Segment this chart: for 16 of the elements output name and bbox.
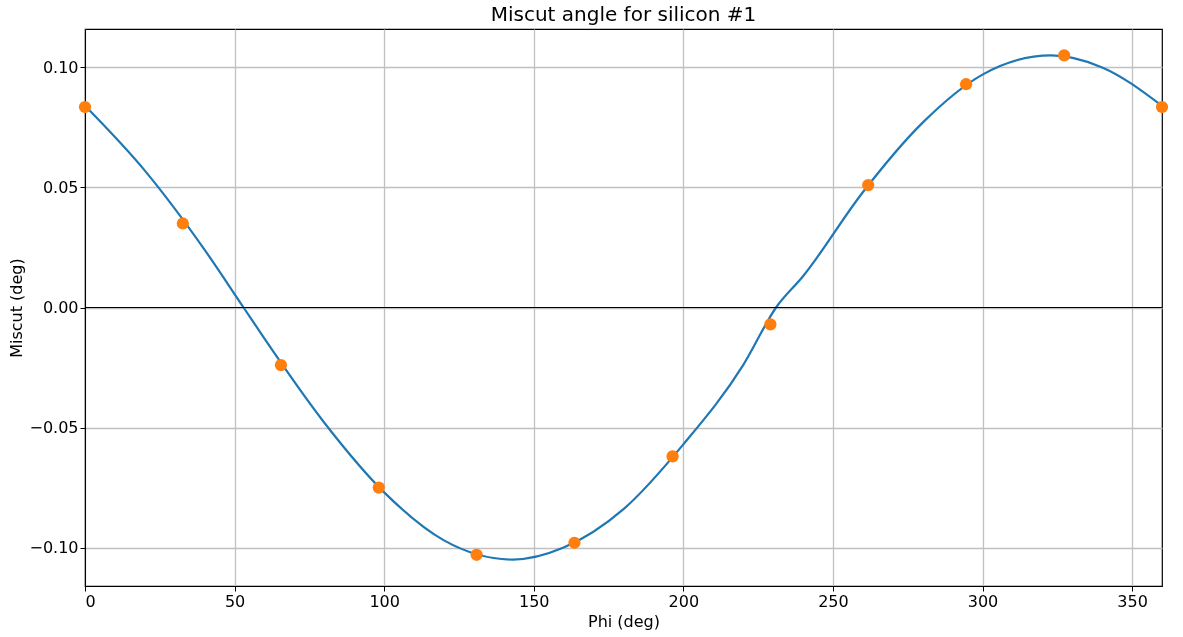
chart-title: Miscut angle for silicon #1 [490, 2, 757, 26]
y-tick-label: 0.00 [42, 298, 79, 317]
x-tick-label: 300 [967, 591, 999, 611]
x-tick-label: 100 [369, 591, 400, 611]
y-tick-label: −0.05 [29, 418, 79, 438]
x-tick-label: 50 [224, 591, 246, 611]
y-axis-title: Miscut (deg) [7, 258, 27, 358]
y-tick-label: −0.10 [29, 538, 79, 558]
x-axis-title: Phi (deg) [588, 611, 660, 631]
x-tick-label: 200 [668, 591, 700, 611]
y-tick-label: 0.10 [42, 57, 79, 77]
x-tick-label: 0 [85, 591, 96, 611]
x-tick-label: 250 [818, 591, 849, 611]
y-tick-label: 0.05 [42, 177, 79, 197]
x-tick-label: 350 [1117, 591, 1148, 611]
x-tick-label: 150 [518, 591, 550, 611]
